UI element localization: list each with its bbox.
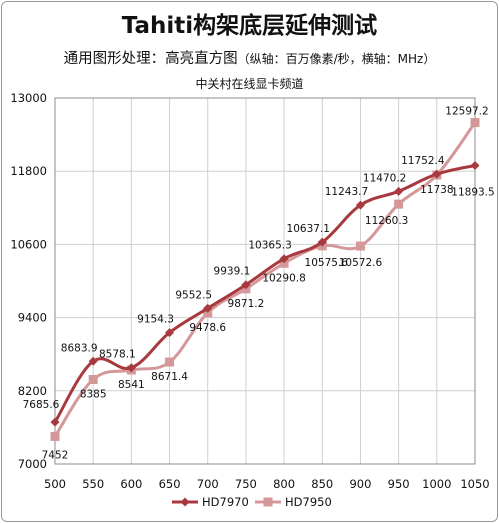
plot-area (54, 97, 476, 465)
chart-title: Tahiti构架底层延伸测试 (121, 13, 378, 39)
data-point-hd7950 (203, 308, 213, 318)
subtitle-note: （纵轴：百万像素/秒，横轴：MHz） (237, 52, 436, 66)
data-point-hd7970 (317, 237, 327, 247)
data-label-hd7950: 12597.2 (445, 106, 488, 118)
data-label-hd7950: 11738 (420, 184, 453, 196)
data-label-hd7970: 9552.5 (175, 289, 212, 301)
data-label-hd7950: 8385 (80, 389, 107, 401)
data-label-hd7950: 10575.6 (305, 257, 349, 269)
y-tick-label: 11800 (10, 164, 47, 178)
data-label-hd7950: 8541 (118, 379, 145, 391)
chart-subtitle: 通用图形处理：高亮直方图（纵轴：百万像素/秒，横轴：MHz） (0, 47, 499, 68)
y-tick-label: 7000 (18, 457, 47, 471)
data-point-hd7950 (165, 357, 175, 367)
data-point-hd7950 (50, 431, 60, 441)
data-point-hd7970 (432, 169, 442, 179)
data-label-hd7950: 10290.8 (262, 272, 305, 284)
data-label-hd7950: 7452 (42, 449, 69, 461)
data-point-hd7970 (241, 280, 251, 290)
data-point-hd7950 (355, 241, 365, 251)
y-tick-label: 10600 (10, 237, 47, 251)
x-tick-label: 750 (235, 477, 257, 491)
data-label-hd7950: 10572.6 (339, 257, 383, 269)
x-tick-label: 600 (120, 477, 142, 491)
data-point-hd7970 (355, 200, 365, 210)
series-line-hd7950 (53, 121, 477, 438)
data-label-hd7970: 11893.5 (451, 186, 494, 198)
x-tick-label: 1050 (460, 477, 489, 491)
data-point-hd7950 (394, 199, 404, 209)
data-point-hd7970 (165, 328, 175, 338)
legend-marker-hd7950 (263, 497, 273, 507)
legend-marker-hd7970 (180, 497, 190, 507)
data-label-hd7970: 11243.7 (325, 186, 368, 198)
y-tick-label: 9400 (18, 311, 47, 325)
data-point-hd7950 (88, 375, 98, 385)
chart-source: 中关村在线显卡频道 (195, 77, 304, 91)
data-label-hd7950: 9478.6 (189, 322, 226, 334)
data-label-hd7950: 9871.2 (228, 298, 265, 310)
x-tick-label: 1000 (422, 477, 451, 491)
data-label-hd7970: 11752.4 (401, 155, 445, 167)
data-label-hd7970: 9939.1 (214, 266, 251, 278)
x-tick-label: 800 (273, 477, 295, 491)
data-label-hd7970: 9154.3 (137, 314, 174, 326)
x-tick-label: 650 (159, 477, 181, 491)
legend-label-hd7970: HD7970 (202, 495, 249, 509)
data-point-hd7970 (279, 254, 289, 264)
data-label-hd7970: 11470.2 (363, 172, 406, 184)
subtitle-main: 通用图形处理：高亮直方图 (63, 51, 238, 67)
x-tick-label: 850 (311, 477, 333, 491)
data-point-hd7950 (470, 118, 480, 128)
data-point-hd7970 (203, 303, 213, 313)
data-label-hd7970: 8578.1 (99, 349, 136, 361)
x-tick-label: 950 (388, 477, 410, 491)
data-label-hd7970: 10365.3 (248, 240, 291, 252)
data-point-hd7970 (126, 363, 136, 373)
y-tick-label: 13000 (10, 91, 47, 105)
data-label-hd7950: 11260.3 (365, 215, 408, 227)
data-point-hd7970 (394, 186, 404, 196)
data-point-hd7970 (88, 356, 98, 366)
x-tick-label: 700 (197, 477, 219, 491)
x-tick-label: 900 (349, 477, 371, 491)
data-label-hd7970: 7685.6 (23, 399, 60, 411)
data-point-hd7970 (470, 160, 480, 170)
legend-label-hd7950: HD7950 (285, 495, 332, 509)
data-point-hd7950 (279, 258, 289, 268)
y-tick-label: 8200 (18, 384, 47, 398)
data-label-hd7970: 8683.9 (61, 342, 98, 354)
x-tick-label: 550 (82, 477, 104, 491)
data-label-hd7970: 10637.1 (287, 223, 330, 235)
data-point-hd7970 (50, 417, 60, 427)
x-tick-label: 500 (44, 477, 66, 491)
data-label-hd7950: 8671.4 (151, 371, 188, 383)
